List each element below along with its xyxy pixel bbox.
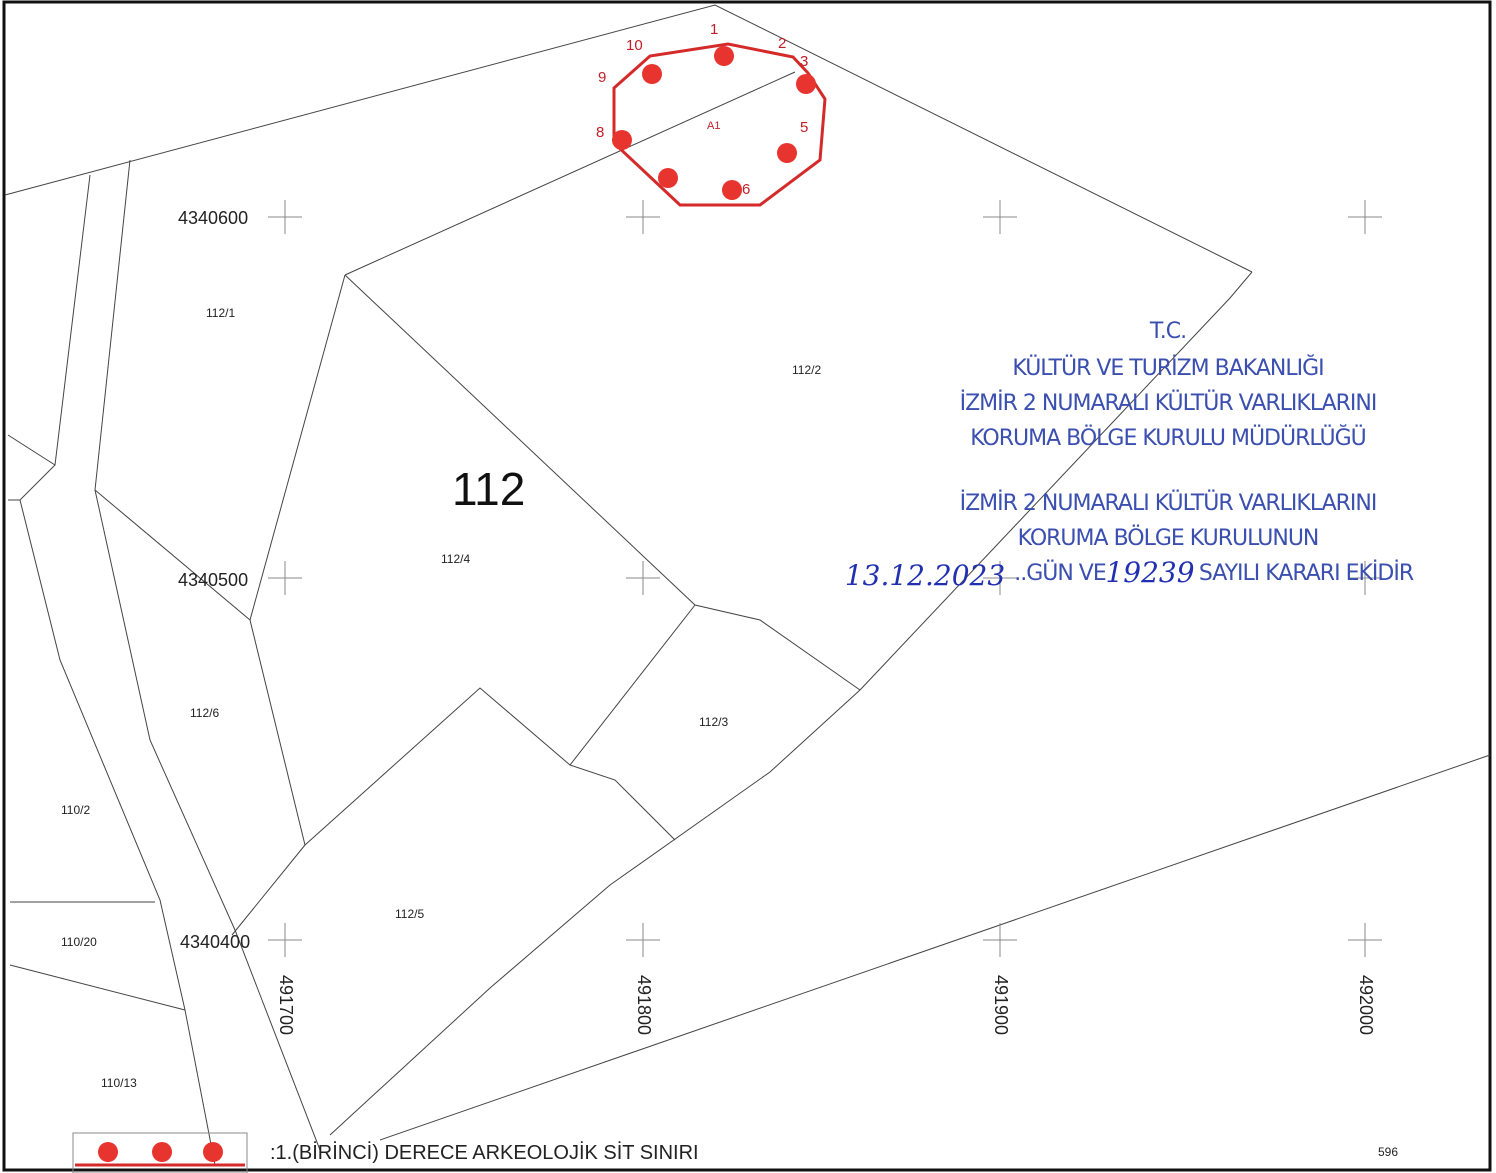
parcel-label: 110/2 — [61, 803, 90, 817]
parcel-label: 112/2 — [792, 363, 821, 377]
vertex-label: 6 — [742, 181, 750, 198]
site-boundary — [612, 42, 827, 207]
grid-crosses — [268, 200, 1382, 957]
stamp-line: İZMİR 2 NUMARALI KÜLTÜR VARLIKLARINI — [960, 390, 1377, 416]
parcel-label: 110/20 — [61, 935, 97, 949]
easting: 491700 — [276, 975, 296, 1035]
main-parcel: 112 — [452, 463, 525, 515]
stamp-date: 13.12.2023 — [845, 559, 1005, 592]
stamp-line: KORUMA BÖLGE KURULU MÜDÜRLÜĞÜ — [970, 425, 1366, 451]
parcel-label: 112/1 — [206, 306, 235, 320]
vertex-label: 2 — [778, 35, 786, 52]
easting: 491800 — [634, 975, 654, 1035]
parcel-label: 112/6 — [190, 706, 219, 720]
site-label: A1 — [707, 120, 720, 132]
stamp-line: KÜLTÜR VE TURİZM BAKANLIĞI — [1012, 355, 1323, 381]
vertex-label: 9 — [598, 69, 606, 86]
parcel-label: 112/4 — [441, 552, 470, 566]
vertex-label: 8 — [596, 124, 604, 141]
parcel-labels: 112/1 112/2 112/4 112/6 112/3 112/5 110/… — [61, 306, 821, 1090]
legend: :1.(BİRİNCİ) DERECE ARKEOLOJİK SİT SINIR… — [72, 1132, 699, 1173]
legend-text: :1.(BİRİNCİ) DERECE ARKEOLOJİK SİT SINIR… — [270, 1141, 699, 1164]
vertex-label: 3 — [800, 53, 808, 70]
stamp-text: ..GÜN VE — [1014, 560, 1106, 586]
stamp-line: İZMİR 2 NUMARALI KÜLTÜR VARLIKLARINI — [960, 490, 1377, 516]
northing: 4340400 — [180, 932, 250, 952]
stamp-line: T.C. — [1149, 319, 1186, 344]
stamp-text: SAYILI KARARI EKİDİR — [1199, 560, 1414, 586]
parcel-label: 112/5 — [395, 907, 424, 921]
stamp-line: KORUMA BÖLGE KURULUNUN — [1018, 525, 1319, 551]
vertex-label: 10 — [626, 37, 643, 54]
vertex-labels: 1 2 3 5 6 8 9 10 A1 — [596, 21, 808, 198]
page-number: 596 — [1378, 1145, 1398, 1159]
vertex-label: 1 — [710, 21, 718, 38]
parcel-label: 112/3 — [699, 715, 728, 729]
northing: 4340600 — [178, 208, 248, 228]
easting: 491900 — [991, 975, 1011, 1035]
stamp-number: 19239 — [1105, 556, 1194, 589]
northing: 4340500 — [178, 570, 248, 590]
parcel-lines — [4, 4, 1491, 1166]
easting: 492000 — [1356, 975, 1376, 1035]
stamp: T.C. KÜLTÜR VE TURİZM BAKANLIĞI İZMİR 2 … — [845, 319, 1415, 592]
coordinate-labels: 4340600 4340500 4340400 491700 491800 49… — [178, 208, 1376, 1035]
parcel-label: 110/13 — [101, 1076, 137, 1090]
vertex-label: 5 — [800, 119, 808, 136]
